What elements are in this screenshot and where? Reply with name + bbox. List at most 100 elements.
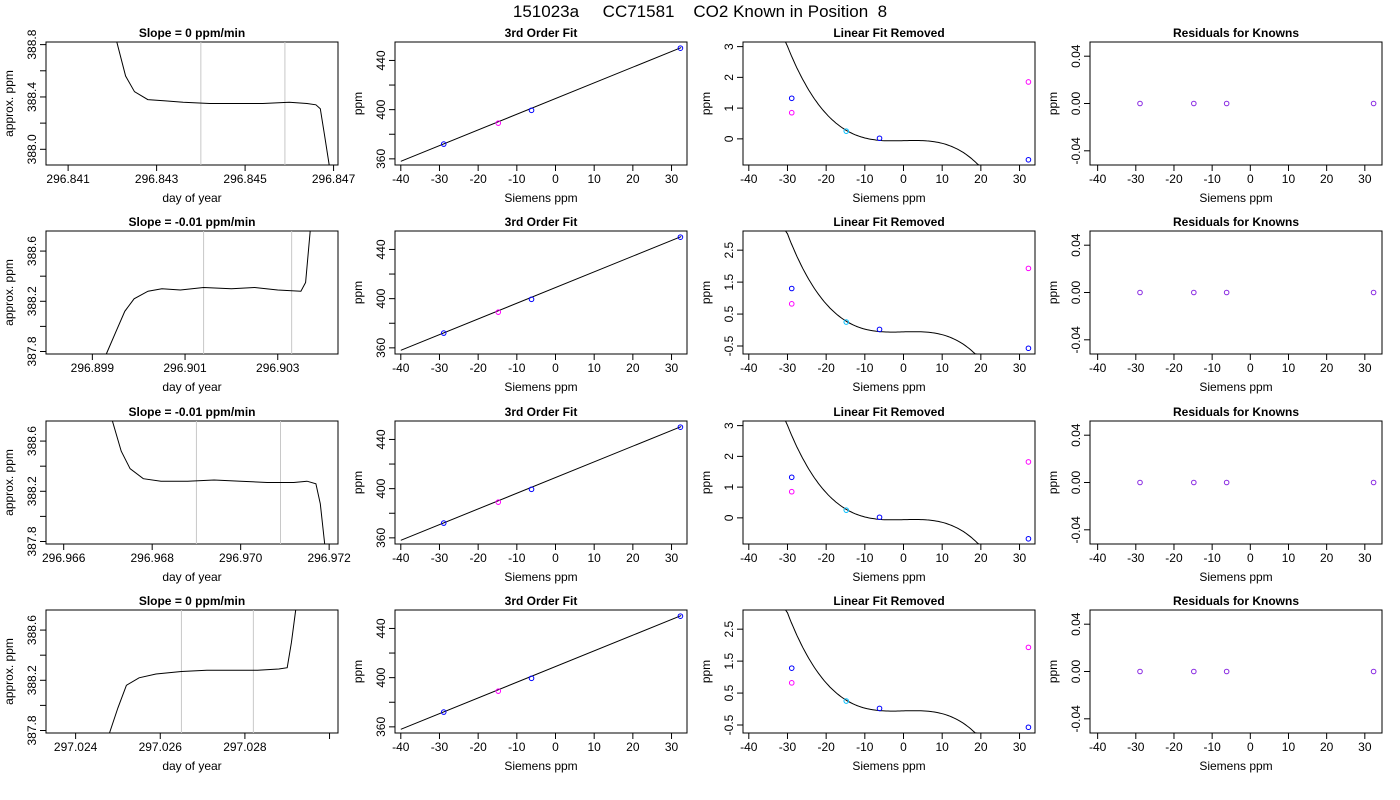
panel-2-4-frame xyxy=(1089,230,1383,355)
panel-4-1-ytick-label: 387.8 xyxy=(25,715,39,745)
panel-2-2-ytick-label: 360 xyxy=(374,338,388,358)
panel-4-2-ytick-label: 400 xyxy=(374,667,388,687)
panel-2-2-xtick-label: -10 xyxy=(508,361,526,375)
panel-1-3-frame xyxy=(742,41,1036,166)
panel-2-4-title: Residuals for Knowns xyxy=(1173,215,1299,229)
panel-3-3-ytick-label: 1 xyxy=(722,483,736,490)
panel-2-3-ylabel: ppm xyxy=(699,281,713,304)
panel-4-2-xtick-label: 0 xyxy=(552,740,559,754)
panel-1-1-xtick-label: 296.843 xyxy=(135,172,179,186)
panel-2-2-title: 3rd Order Fit xyxy=(505,215,578,229)
panel-4-2-ytick-label: 360 xyxy=(374,717,388,737)
panel-2-3-xtick-label: 0 xyxy=(900,361,907,375)
panel-2-4-xtick-label: 0 xyxy=(1247,361,1254,375)
panel-4-1-title: Slope = 0 ppm/min xyxy=(139,594,245,608)
panel-1-2-ytick-label: 440 xyxy=(374,50,388,70)
panel-1-4-ytick-label: 0.00 xyxy=(1069,91,1083,115)
panel-3-1-series-line xyxy=(111,420,326,545)
panel-4-3-data-point xyxy=(1025,644,1032,651)
panel-1-2-xtick-label: 20 xyxy=(626,172,640,186)
panel-3-3-xtick-label: 30 xyxy=(1013,551,1027,565)
panel-1-2-title: 3rd Order Fit xyxy=(505,26,578,40)
panel-2-3-data-point xyxy=(788,285,795,292)
panel-3-2-title: 3rd Order Fit xyxy=(505,405,578,419)
panel-3-4-data-point xyxy=(1191,479,1197,486)
panel-1-2-ytick-label: 400 xyxy=(374,99,388,119)
panel-2-1-ytick-label: 387.8 xyxy=(25,336,39,366)
panel-1-2-ytick-label: 360 xyxy=(374,149,388,169)
panel-3-4-frame xyxy=(1089,420,1383,545)
panel-4-1-xtick-label: 297.028 xyxy=(223,740,267,754)
panel-1-2-frame xyxy=(394,41,688,166)
panel-2-3-xtick-label: -20 xyxy=(817,361,835,375)
panel-3-2-xtick-label: -40 xyxy=(392,551,410,565)
panel-1-1-xtick-label: 296.845 xyxy=(223,172,267,186)
panel-4-1-series-line xyxy=(109,609,297,734)
panel-2-4-ytick-label: 0.04 xyxy=(1069,233,1083,257)
panel-2-2-xtick-label: 20 xyxy=(626,361,640,375)
panel-4-2-xtick-label: -20 xyxy=(469,740,487,754)
panel-3-3-data-point xyxy=(843,507,850,513)
panel-4-1-ytick-label: 388.6 xyxy=(25,615,39,645)
panel-3-1-xlabel: day of year xyxy=(162,570,221,584)
panel-4-4-title: Residuals for Knowns xyxy=(1173,594,1299,608)
panel-1-3-ytick-label: 2 xyxy=(722,74,736,81)
panel-2-3-xlabel: Siemens ppm xyxy=(852,380,925,394)
panel-4-2-xtick-label: 20 xyxy=(626,740,640,754)
panel-4-3-ytick-label: 1.5 xyxy=(722,652,736,669)
panel-2-4-xtick-label: -40 xyxy=(1089,361,1107,375)
panel-2-3-data-point xyxy=(788,301,795,307)
panel-3-3-data-point xyxy=(788,488,795,495)
panel-1-1-frame xyxy=(45,41,339,166)
panel-1-3-data-point xyxy=(876,135,883,142)
panel-4-4-xtick-label: 30 xyxy=(1358,740,1372,754)
panel-1-3-ytick-label: 1 xyxy=(722,104,736,111)
panel-3-3-xlabel: Siemens ppm xyxy=(852,570,925,584)
panel-4-1-xtick-label: 297.026 xyxy=(139,740,183,754)
panel-2-1-ytick-label: 388.2 xyxy=(25,286,39,316)
panel-3-4-xtick-label: 0 xyxy=(1247,551,1254,565)
panel-2-2-fit-line xyxy=(400,236,682,351)
panel-1-2-data-point xyxy=(495,120,502,126)
panel-2-2-xtick-label: -40 xyxy=(392,361,410,375)
panel-3-4-xtick-label: -10 xyxy=(1203,551,1221,565)
panel-3-2-xtick-label: 20 xyxy=(626,551,640,565)
panel-1-4-xtick-label: -20 xyxy=(1165,172,1183,186)
panel-4-4-xtick-label: -10 xyxy=(1203,740,1221,754)
panel-3-2-frame xyxy=(394,420,688,545)
panel-4-2-ylabel: ppm xyxy=(351,660,365,683)
panel-3-3-frame xyxy=(742,420,1036,545)
panel-4-3-data-point xyxy=(876,705,883,712)
panel-3-4-ytick-label: 0.00 xyxy=(1069,470,1083,494)
panel-2-4-xtick-label: -20 xyxy=(1165,361,1183,375)
panel-2-4-xtick-label: 30 xyxy=(1358,361,1372,375)
panel-4-2-data-point xyxy=(440,709,447,715)
panel-3-3-data-point xyxy=(1025,535,1032,542)
panel-1-3-xlabel: Siemens ppm xyxy=(852,191,925,205)
panel-1-1-ytick-label: 388.4 xyxy=(25,82,39,112)
panel-4-4-ytick-label: 0.04 xyxy=(1069,612,1083,636)
panel-1-4-xtick-label: -10 xyxy=(1203,172,1221,186)
panel-2-3-ytick-label: -0.5 xyxy=(722,335,736,356)
panel-1-3-xtick-label: 20 xyxy=(974,172,988,186)
panel-1-3-xtick-label: 0 xyxy=(900,172,907,186)
panel-2-3-data-point xyxy=(876,326,883,333)
panel-1-4-xtick-label: -30 xyxy=(1127,172,1145,186)
panel-4-2-data-point xyxy=(495,688,502,694)
panel-1-3-xtick-label: 10 xyxy=(935,172,949,186)
panel-4-2-frame xyxy=(394,609,688,734)
panel-3-1-ytick-label: 388.6 xyxy=(25,426,39,456)
panel-3-4-xtick-label: -40 xyxy=(1089,551,1107,565)
panel-2-2-data-point xyxy=(677,234,684,240)
panel-4-2-xtick-label: -10 xyxy=(508,740,526,754)
panel-4-3-xtick-label: 30 xyxy=(1013,740,1027,754)
panel-1-3-data-point xyxy=(843,128,850,134)
panel-1-1-title: Slope = 0 ppm/min xyxy=(139,26,245,40)
panel-3-4-ytick-label: 0.04 xyxy=(1069,423,1083,447)
panel-3-2-data-point xyxy=(528,486,535,493)
panel-4-2-xlabel: Siemens ppm xyxy=(504,759,577,773)
panel-4-4-xlabel: Siemens ppm xyxy=(1199,759,1272,773)
panel-1-2-xtick-label: -40 xyxy=(392,172,410,186)
panel-3-3-data-point xyxy=(1025,459,1032,465)
